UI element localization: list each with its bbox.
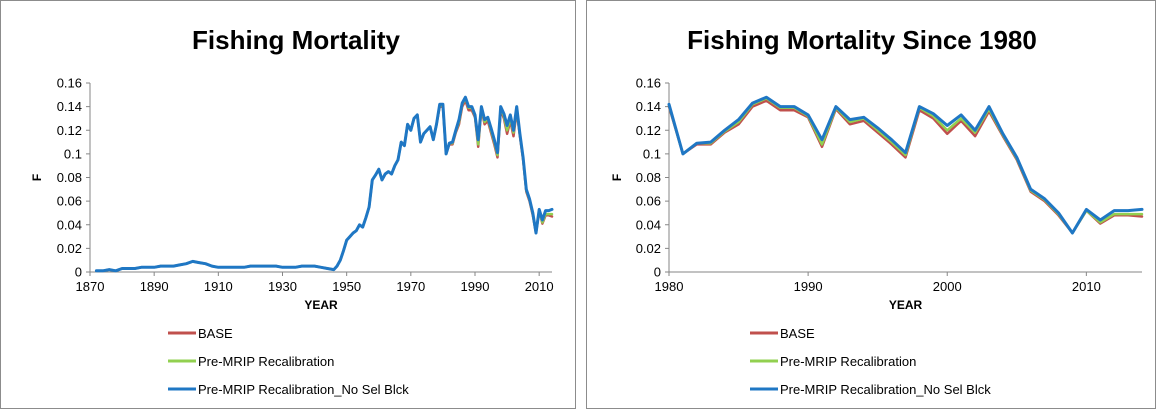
x-tick-label: 1950 bbox=[332, 279, 361, 294]
y-tick-label: 0.08 bbox=[636, 170, 661, 185]
x-axis-label: YEAR bbox=[304, 298, 338, 312]
y-tick-label: 0.16 bbox=[57, 76, 82, 91]
y-axis-label: F bbox=[610, 174, 624, 181]
y-tick-label: 0.08 bbox=[57, 170, 82, 185]
legend-label-3: Pre-MRIP Recalibration_No Sel Blck bbox=[780, 382, 991, 397]
x-tick-label: 1910 bbox=[204, 279, 233, 294]
x-tick-label: 2010 bbox=[1072, 279, 1101, 294]
y-tick-label: 0.1 bbox=[643, 146, 661, 161]
chart-title: Fishing Mortality Since 1980 bbox=[687, 25, 1037, 55]
y-tick-label: 0.04 bbox=[57, 217, 82, 232]
legend-label-1: BASE bbox=[198, 326, 233, 341]
y-axis-label: F bbox=[30, 174, 44, 181]
y-tick-label: 0 bbox=[654, 265, 661, 280]
y-tick-label: 0.16 bbox=[636, 76, 661, 91]
y-tick-label: 0.14 bbox=[57, 99, 82, 114]
series-line-1 bbox=[95, 99, 554, 273]
chart-panel-left: Fishing Mortality 0 0.02 0.04 0.06 0.08 0.1 0.1… bbox=[0, 0, 576, 409]
x-tick-label: 2010 bbox=[525, 279, 554, 294]
y-tick-label: 0.02 bbox=[636, 241, 661, 256]
chart-fishing-mortality-since-1980: Fishing Mortality Since 1980 0 0.02 0.04 0.0… bbox=[610, 25, 1144, 397]
y-tick-label: 0.02 bbox=[57, 241, 82, 256]
chart-title: Fishing Mortality bbox=[192, 25, 401, 55]
x-tick-label: 1990 bbox=[461, 279, 490, 294]
x-tick-label: 2000 bbox=[933, 279, 962, 294]
x-axis-label: YEAR bbox=[889, 298, 923, 312]
y-tick-label: 0.06 bbox=[636, 194, 661, 209]
legend-label-2: Pre-MRIP Recalibration bbox=[780, 354, 916, 369]
x-tick-label: 1930 bbox=[268, 279, 297, 294]
legend-label-3: Pre-MRIP Recalibration_No Sel Blck bbox=[198, 382, 409, 397]
series-line-3 bbox=[94, 95, 554, 273]
chart-panel-right: Fishing Mortality Since 1980 0 0.02 0.04 0.0… bbox=[586, 0, 1156, 409]
y-tick-label: 0.12 bbox=[57, 123, 82, 138]
y-tick-label: 0.06 bbox=[57, 194, 82, 209]
y-tick-label: 0.14 bbox=[636, 99, 661, 114]
x-tick-label: 1870 bbox=[76, 279, 105, 294]
x-tick-label: 1980 bbox=[655, 279, 684, 294]
x-tick-label: 1890 bbox=[140, 279, 169, 294]
y-tick-label: 0.12 bbox=[636, 123, 661, 138]
y-tick-label: 0 bbox=[75, 265, 82, 280]
chart-fishing-mortality: Fishing Mortality 0 0.02 0.04 0.06 0.08 0.1 0.1… bbox=[30, 25, 554, 397]
y-tick-label: 0.04 bbox=[636, 217, 661, 232]
series-line-3 bbox=[667, 95, 1144, 235]
legend-label-2: Pre-MRIP Recalibration bbox=[198, 354, 334, 369]
legend-label-1: BASE bbox=[780, 326, 815, 341]
y-tick-label: 0.1 bbox=[64, 146, 82, 161]
x-tick-label: 1970 bbox=[396, 279, 425, 294]
x-tick-label: 1990 bbox=[794, 279, 823, 294]
